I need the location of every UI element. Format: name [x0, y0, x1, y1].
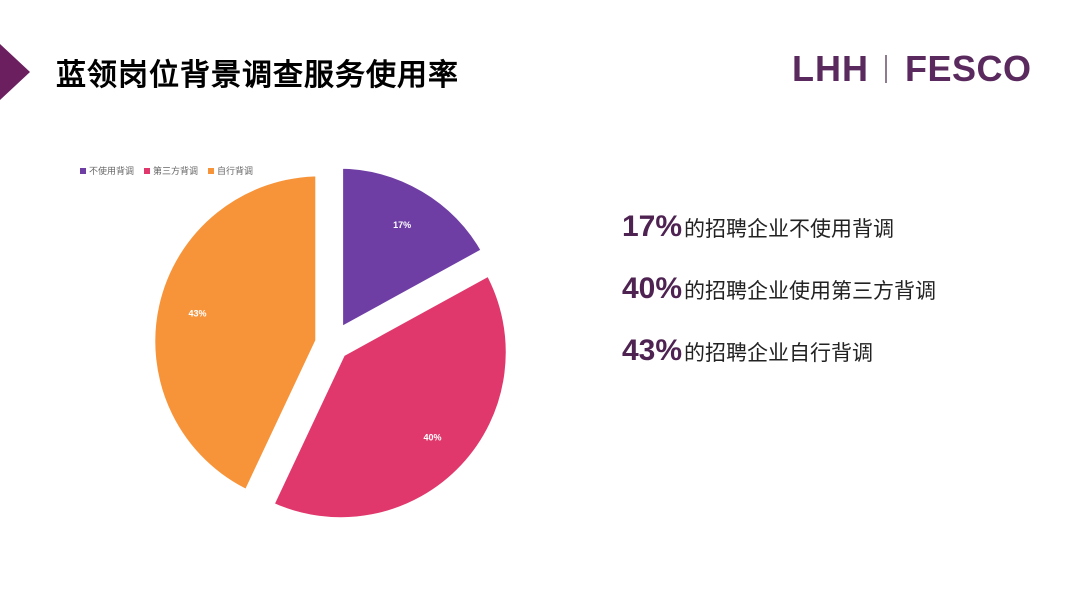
stat-percent: 17%: [622, 210, 683, 243]
stat-text: 的招聘企业自行背调: [684, 340, 874, 365]
logo-divider: [885, 55, 887, 83]
slice-data-label: 43%: [189, 308, 207, 318]
legend-item-no-check: 不使用背调: [80, 164, 134, 177]
legend-item-third-party: 第三方背调: [144, 164, 198, 177]
slice-data-label: 40%: [423, 433, 441, 443]
legend-item-self-check: 自行背调: [208, 164, 253, 177]
pie-slice-self-check: [145, 166, 326, 502]
legend-label: 自行背调: [217, 167, 254, 177]
logo-lhh: LHH: [792, 48, 869, 89]
brand-logo: LHH FESCO: [792, 48, 1032, 90]
logo-fesco: FESCO: [905, 48, 1032, 89]
legend-label: 第三方背调: [153, 167, 199, 177]
chart-legend: 不使用背调 第三方背调 自行背调: [80, 164, 253, 177]
stat-percent: 40%: [622, 272, 683, 305]
pie-slice-no-check: [333, 158, 494, 343]
legend-swatch: [144, 167, 151, 174]
stat-line: 43% 的招聘企业自行背调: [622, 304, 936, 366]
stat-text: 的招聘企业不使用背调: [684, 216, 895, 241]
slice-data-label: 17%: [393, 220, 411, 230]
stat-line: 17% 的招聘企业不使用背调: [622, 180, 936, 242]
stat-percent: 43%: [622, 334, 683, 367]
page-title: 蓝领岗位背景调查服务使用率: [56, 58, 459, 93]
stat-text: 的招聘企业使用第三方背调: [684, 278, 937, 303]
legend-swatch: [80, 167, 86, 174]
stats-list: 17% 的招聘企业不使用背调 40% 的招聘企业使用第三方背调 43% 的招聘企…: [622, 180, 936, 366]
corner-accent-marker: [0, 44, 30, 100]
stat-line: 40% 的招聘企业使用第三方背调: [622, 242, 936, 304]
legend-swatch: [208, 167, 215, 174]
pie-slice-third-party: [261, 263, 516, 528]
legend-label: 不使用背调: [89, 167, 135, 177]
